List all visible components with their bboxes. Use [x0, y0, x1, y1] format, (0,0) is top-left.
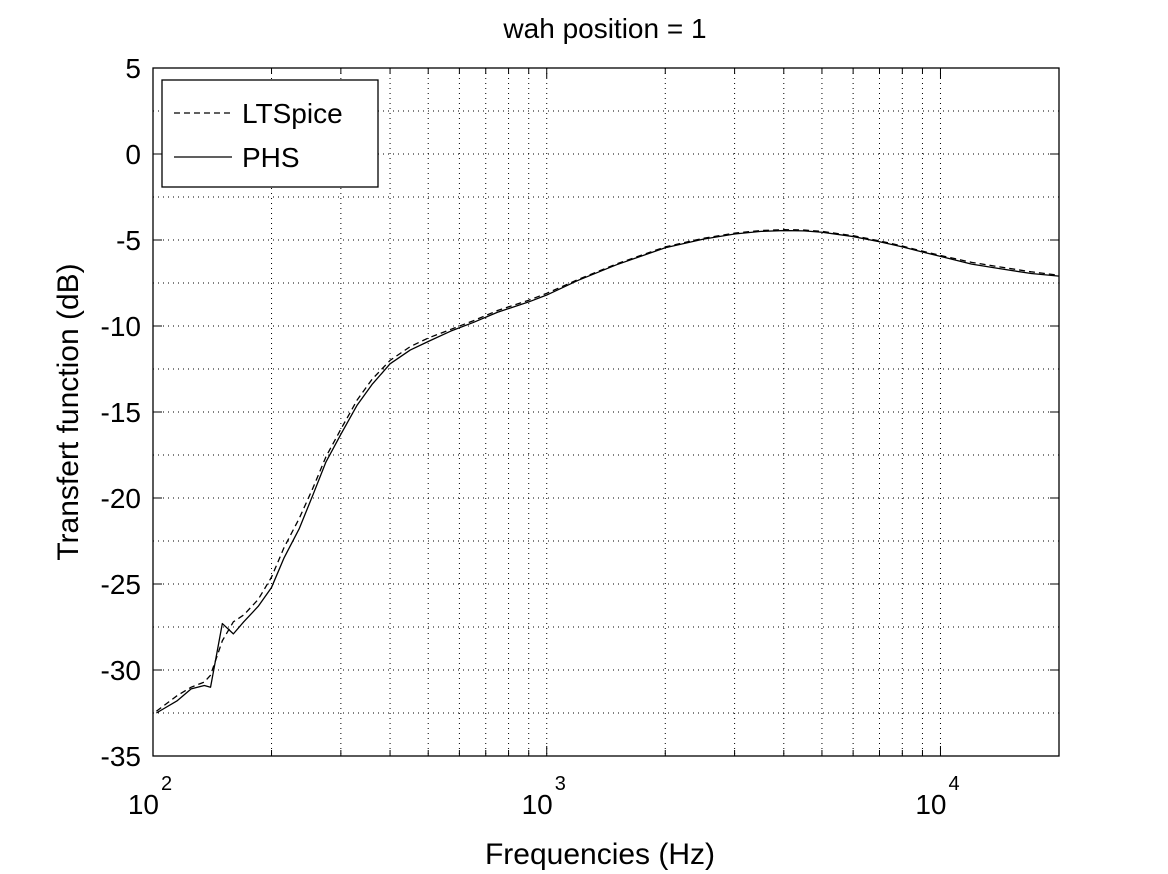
legend-label-ltspice: LTSpice — [242, 98, 343, 129]
y-tick-label: -30 — [101, 655, 141, 686]
y-axis-label: Transfert function (dB) — [52, 263, 85, 560]
y-tick-label: 0 — [125, 139, 141, 170]
x-tick-label: 103 — [522, 773, 566, 820]
x-tick-label-base: 10 — [915, 789, 946, 820]
series-layer — [155, 229, 1060, 714]
y-tick-label: 5 — [125, 53, 141, 84]
legend-box — [161, 79, 379, 188]
series-line-phs — [156, 229, 1060, 714]
legend: LTSpice PHS — [161, 79, 379, 188]
legend-label-phs: PHS — [242, 142, 300, 173]
x-tick-label-base: 10 — [128, 789, 159, 820]
x-tick-label-exponent: 3 — [555, 773, 566, 795]
y-tick-label: -5 — [116, 225, 141, 256]
axis-ticks — [152, 67, 1060, 757]
x-tick-label: 102 — [128, 773, 172, 820]
y-tick-label: -20 — [101, 483, 141, 514]
grid — [152, 67, 1060, 757]
x-tick-label: 104 — [915, 773, 959, 820]
y-tick-label: -35 — [101, 741, 141, 772]
chart-title: wah position = 1 — [502, 13, 706, 44]
x-tick-label-exponent: 4 — [948, 773, 959, 795]
series-line-ltspice — [155, 229, 1060, 712]
y-tick-label: -15 — [101, 397, 141, 428]
y-tick-label: -25 — [101, 569, 141, 600]
x-tick-label-base: 10 — [522, 789, 553, 820]
y-tick-label: -10 — [101, 311, 141, 342]
y-tick-labels: 5 0 -5 -10 -15 -20 -25 -30 -35 — [101, 53, 141, 772]
x-axis-label: Frequencies (Hz) — [485, 838, 715, 871]
x-tick-label-exponent: 2 — [161, 773, 172, 795]
